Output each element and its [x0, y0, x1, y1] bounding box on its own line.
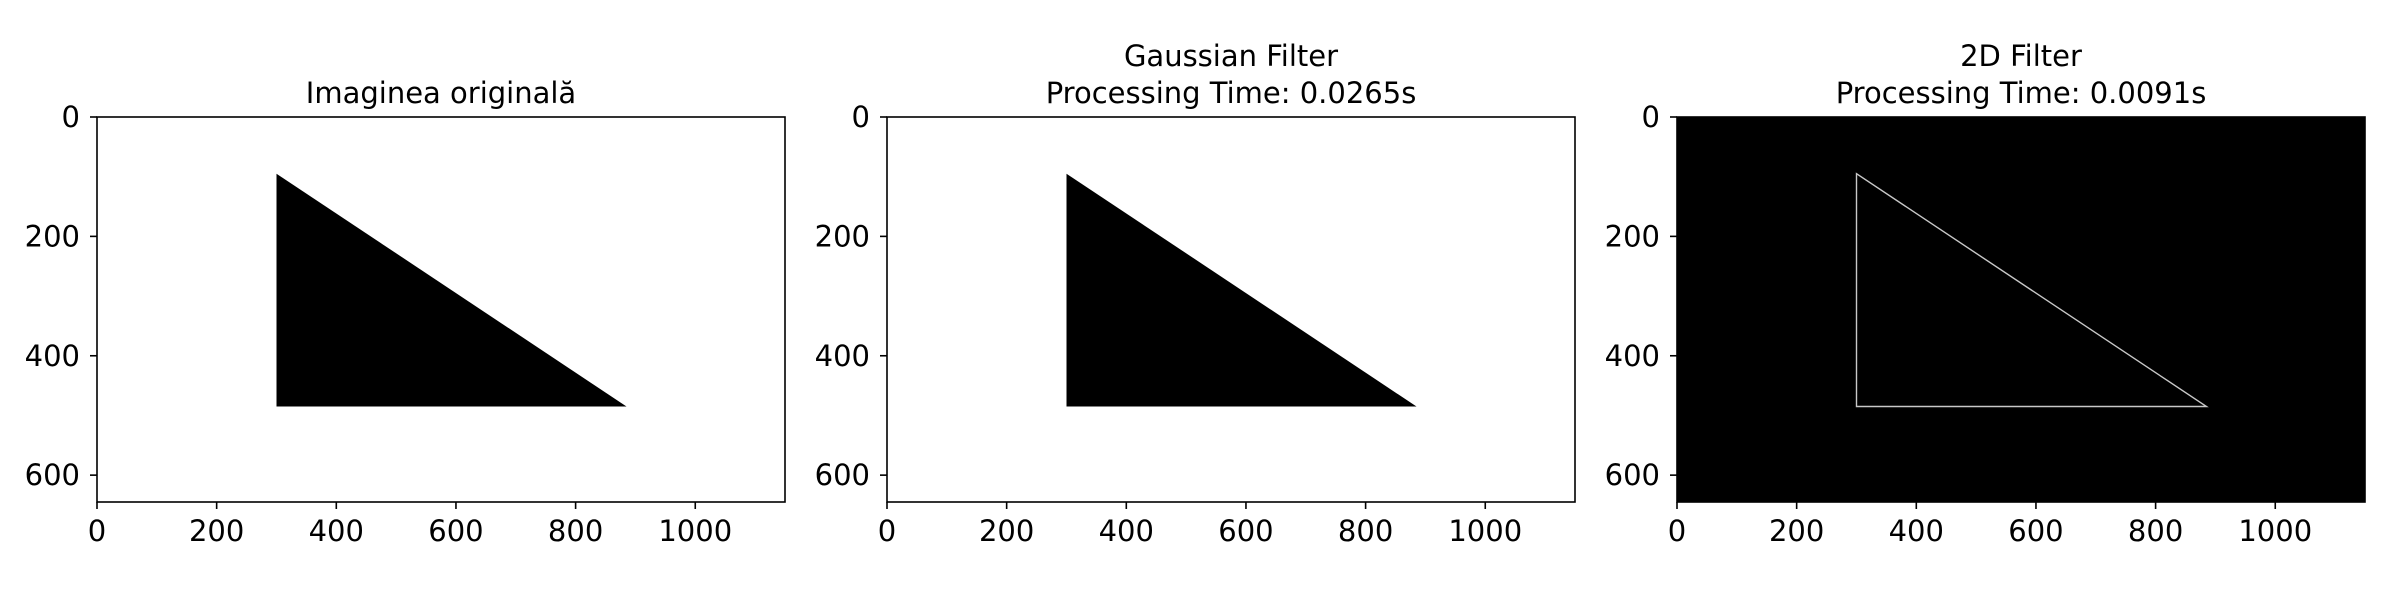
- x-tick-label: 800: [2128, 514, 2183, 548]
- x-tick-label: 0: [1668, 514, 1686, 548]
- x-tick-label: 1000: [2238, 514, 2312, 548]
- y-tick-label: 200: [815, 219, 870, 253]
- y-tick-label: 400: [25, 339, 80, 373]
- axes-frame: [886, 116, 1576, 503]
- x-tick-label: 600: [1218, 514, 1273, 548]
- y-tick-label: 0: [62, 100, 80, 134]
- x-tick-label: 0: [878, 514, 896, 548]
- triangle-shape: [1066, 173, 1417, 407]
- x-tick-label: 600: [428, 514, 483, 548]
- y-tick-label: 200: [25, 219, 80, 253]
- triangle-shape: [1855, 172, 2209, 408]
- y-tick-label: 0: [1642, 100, 1660, 134]
- axes-frame: [1676, 116, 2366, 503]
- x-tick-label: 200: [979, 514, 1034, 548]
- x-tick-label: 400: [1099, 514, 1154, 548]
- triangle-shape: [276, 173, 627, 407]
- chart-title: 2D Filter: [1960, 39, 2082, 73]
- x-tick-label: 600: [2008, 514, 2063, 548]
- chart-title: Processing Time: 0.0091s: [1836, 76, 2207, 110]
- x-tick-label: 200: [1769, 514, 1824, 548]
- x-tick-label: 1000: [1448, 514, 1522, 548]
- axes-frame: [96, 116, 786, 503]
- x-tick-label: 800: [548, 514, 603, 548]
- y-tick-label: 200: [1605, 219, 1660, 253]
- y-tick-label: 0: [852, 100, 870, 134]
- y-tick-label: 400: [1605, 339, 1660, 373]
- x-tick-label: 400: [1889, 514, 1944, 548]
- image-area: [1677, 117, 2365, 502]
- panel-1: Imaginea originală 0 200 400 600 800 1000 0 200 4…: [25, 76, 786, 548]
- chart-title: Gaussian Filter: [1124, 39, 1338, 73]
- chart-title: Processing Time: 0.0265s: [1046, 76, 1417, 110]
- y-tick-label: 600: [815, 458, 870, 492]
- y-tick-label: 600: [25, 458, 80, 492]
- x-tick-label: 0: [88, 514, 106, 548]
- y-tick-label: 400: [815, 339, 870, 373]
- chart-title: Imaginea originală: [306, 76, 576, 110]
- y-tick-label: 600: [1605, 458, 1660, 492]
- x-tick-label: 800: [1338, 514, 1393, 548]
- x-tick-label: 200: [189, 514, 244, 548]
- x-tick-label: 400: [309, 514, 364, 548]
- x-tick-label: 1000: [658, 514, 732, 548]
